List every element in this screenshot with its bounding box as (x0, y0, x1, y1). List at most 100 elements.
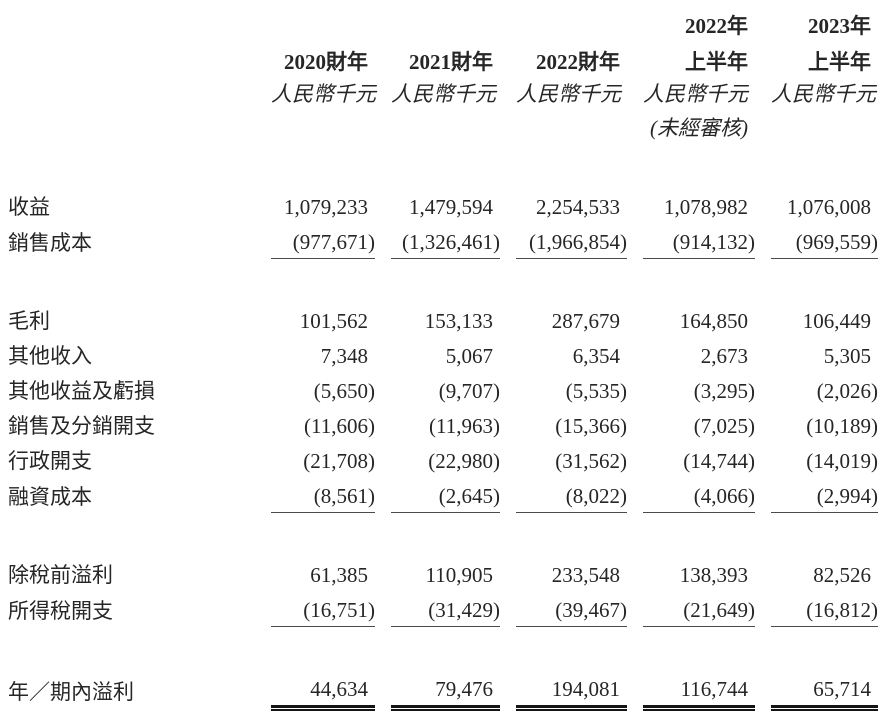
col-header-text: 2021財年 (409, 49, 493, 74)
col-header-text: 人民幣千元 (516, 81, 621, 106)
cell-value-text: 82,526 (813, 562, 871, 587)
cell-value: (4,066) (627, 477, 755, 513)
section-gap (8, 627, 878, 670)
cell-value: 82,526) (755, 556, 878, 591)
cell-value: (914,132) (627, 223, 755, 259)
cell-value: (31,562) (500, 442, 627, 477)
cell-value: 287,679) (500, 302, 627, 337)
table-row: 銷售及分銷開支 (11,606) (11,963) (15,366) (7,025) (1… (8, 407, 878, 442)
cell-value: 116,744) (627, 670, 755, 712)
header-label-spacer (8, 110, 255, 144)
cell-value: (14,019) (755, 442, 878, 477)
cell-value: (16,751) (255, 591, 375, 627)
cell-value-text: 116,744 (680, 676, 748, 701)
cell-value: (31,429) (375, 591, 500, 627)
col-header-period: 2022財年) (500, 42, 627, 78)
cell-value-text: (914,132) (672, 229, 755, 254)
cell-value-text: 1,079,233 (284, 194, 368, 219)
cell-value: (969,559) (755, 223, 878, 259)
cell-value-text: 2,673 (700, 343, 748, 368)
col-header-year: ) (500, 8, 627, 42)
cell-value-text: 7,348 (320, 343, 368, 368)
cell-value: (2,026) (755, 372, 878, 407)
cell-value-text: (2,994) (816, 483, 878, 508)
cell-value: (1,966,854) (500, 223, 627, 259)
cell-value: 153,133) (375, 302, 500, 337)
cell-value-text: 233,548 (551, 562, 620, 587)
cell-value: 233,548) (500, 556, 627, 591)
cell-value: 5,305) (755, 337, 878, 372)
row-label: 年／期內溢利 (8, 679, 134, 704)
cell-value: 138,393) (627, 556, 755, 591)
cell-value: (22,980) (375, 442, 500, 477)
col-header-text: 人民幣千元 (391, 81, 496, 106)
row-label: 行政開支 (8, 448, 92, 473)
cell-value-text: (2,645) (438, 483, 500, 508)
cell-value-text: (1,966,854) (529, 229, 627, 254)
col-header-unit: 人民幣千元) (627, 78, 755, 110)
cell-value-text: 287,679 (551, 308, 620, 333)
cell-value-text: (11,963) (429, 413, 500, 438)
cell-value-text: 6,354 (572, 343, 620, 368)
col-header-note: ) (255, 110, 375, 144)
header-row-currency-unit: 人民幣千元) 人民幣千元) 人民幣千元) 人民幣千元) 人民幣千元) (8, 78, 878, 110)
cell-value-text: 61,385 (310, 562, 368, 587)
cell-value-text: (10,189) (806, 413, 878, 438)
table-row: 年／期內溢利44,634)79,476)194,081)116,744)65,7… (8, 670, 878, 712)
table-row: 融資成本 (8,561) (2,645) (8,022) (4,066) (2,994) (8, 477, 878, 513)
table-row: 收益1,079,233)1,479,594)2,254,533)1,078,98… (8, 188, 878, 223)
cell-value-text: 1,076,008 (787, 194, 871, 219)
cell-value-text: 101,562 (299, 308, 368, 333)
table-row: 除稅前溢利61,385)110,905)233,548)138,393)82,5… (8, 556, 878, 591)
col-header-text: 上半年 (808, 49, 871, 74)
table-row: 其他收入 7,348)5,067)6,354)2,673)5,305) (8, 337, 878, 372)
row-label: 融資成本 (8, 484, 92, 509)
col-header-period: 2020財年) (255, 42, 375, 78)
col-header-text: 2022年 (685, 13, 748, 38)
cell-value-text: (9,707) (438, 378, 500, 403)
cell-value-text: (21,708) (303, 448, 375, 473)
cell-value-text: 194,081 (551, 676, 620, 701)
cell-value-text: 164,850 (679, 308, 748, 333)
cell-value: 44,634) (255, 670, 375, 712)
cell-value-text: (14,744) (683, 448, 755, 473)
col-header-text: 人民幣千元 (771, 81, 876, 106)
cell-value-text: 110,905 (425, 562, 493, 587)
table-body: 收益1,079,233)1,479,594)2,254,533)1,078,98… (8, 188, 878, 712)
cell-value-text: 5,067 (445, 343, 493, 368)
col-header-year: ) (255, 8, 375, 42)
header-row-unaudited-note: ) ) ) (未經審核)) ) (8, 110, 878, 144)
cell-value: 79,476) (375, 670, 500, 712)
col-header-text: 人民幣千元 (271, 81, 376, 106)
cell-value-text: (4,066) (693, 483, 755, 508)
cell-value-text: (15,366) (555, 413, 627, 438)
section-gap (8, 513, 878, 556)
header-row-year: ) ) ) 2022年) 2023年) (8, 8, 878, 42)
table-row: 其他收益及虧損 (5,650) (9,707) (5,535) (3,295) (2,02… (8, 372, 878, 407)
cell-value: (14,744) (627, 442, 755, 477)
cell-value: (15,366) (500, 407, 627, 442)
cell-value-text: 1,078,982 (664, 194, 748, 219)
row-label: 銷售及分銷開支 (8, 413, 155, 438)
cell-value-text: 153,133 (424, 308, 493, 333)
row-label: 收益 (8, 194, 50, 219)
row-label: 其他收益及虧損 (8, 378, 155, 403)
cell-value: 6,354) (500, 337, 627, 372)
cell-value: (39,467) (500, 591, 627, 627)
cell-value: (5,650) (255, 372, 375, 407)
header-label-spacer (8, 42, 255, 78)
cell-value: 1,079,233) (255, 188, 375, 223)
cell-value-text: (977,671) (292, 229, 375, 254)
col-header-year: 2022年) (627, 8, 755, 42)
cell-value: 110,905) (375, 556, 500, 591)
col-header-text: (未經審核) (650, 115, 748, 140)
cell-value: (2,645) (375, 477, 500, 513)
row-label: 除稅前溢利 (8, 562, 113, 587)
cell-value-text: (16,751) (303, 597, 375, 622)
cell-value: 106,449) (755, 302, 878, 337)
cell-value: (977,671) (255, 223, 375, 259)
row-label: 其他收入 (8, 343, 92, 368)
cell-value-text: (31,562) (555, 448, 627, 473)
cell-value: (3,295) (627, 372, 755, 407)
